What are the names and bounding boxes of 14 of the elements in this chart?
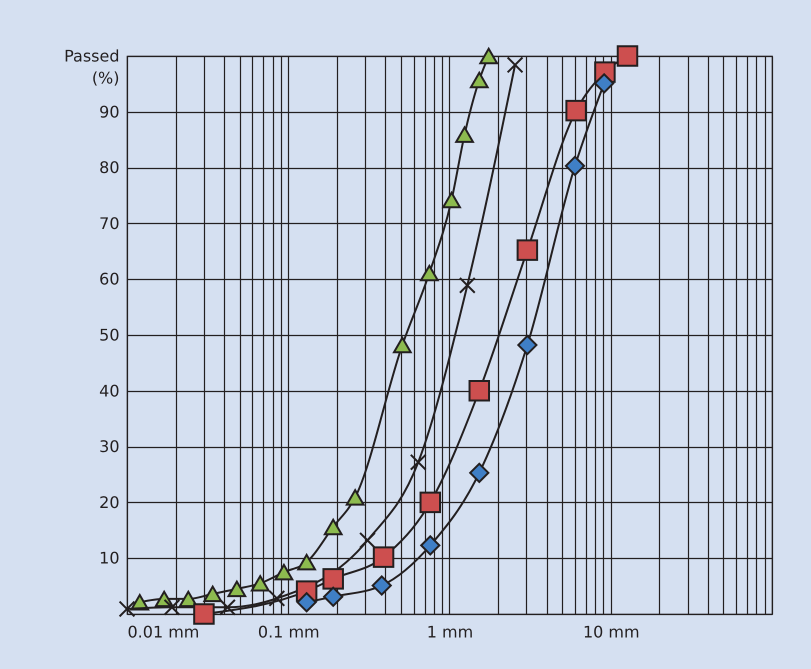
- y-tick-label: 70: [99, 214, 120, 233]
- y-axis-title: Passed (%): [64, 46, 120, 88]
- y-tick-label: 90: [99, 102, 120, 122]
- x-tick-label: 1 mm: [426, 622, 474, 642]
- y-tick-label: 80: [99, 158, 120, 178]
- x-tick-label: 0.01 mm: [128, 622, 200, 642]
- y-tick-label: 60: [99, 270, 120, 289]
- y-tick-label: 20: [99, 492, 120, 512]
- y-tick-label: 40: [99, 381, 120, 400]
- y-tick-label: 10: [99, 548, 120, 568]
- x-tick-label: 0.1 mm: [258, 622, 320, 642]
- y-tick-label: 50: [99, 326, 120, 344]
- x-tick-label: 10 mm: [582, 622, 640, 642]
- y-tick-label: 30: [99, 437, 120, 456]
